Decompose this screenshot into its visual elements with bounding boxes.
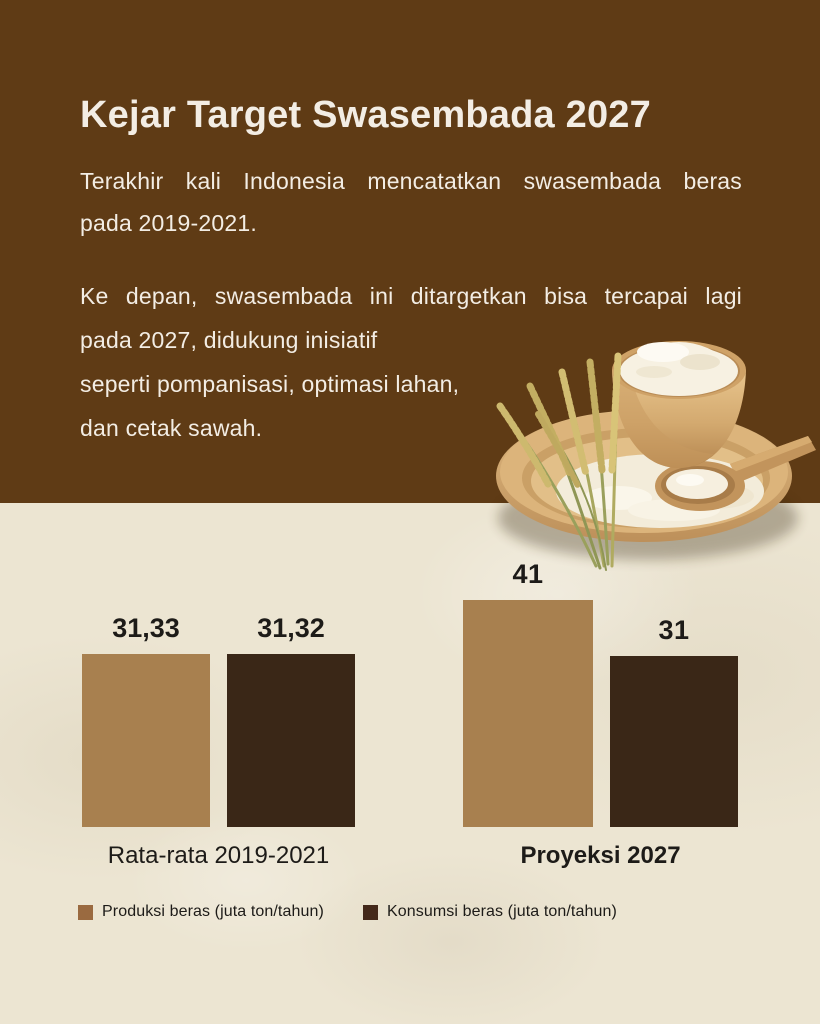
legend-label-produksi: Produksi beras (juta ton/tahun): [102, 903, 324, 920]
rice-bowl-image: [496, 341, 816, 571]
category-label-rata-rata: Rata-rata 2019-2021: [107, 842, 330, 869]
value-label-produksi-proyeksi: 41: [512, 559, 544, 589]
paragraph-line: dan cetak sawah.: [80, 415, 263, 441]
legend-swatch-konsumsi: [363, 904, 378, 920]
bar-konsumsi-rata-rata: [227, 654, 355, 827]
intro-paragraph-1: Terakhir kali Indonesia mencatatkan swas…: [80, 160, 742, 244]
legend-item-konsumsi: Konsumsi beras (juta ton/tahun): [363, 903, 617, 921]
paragraph-line: pada 2019-2021.: [80, 210, 257, 236]
legend-label-konsumsi: Konsumsi beras (juta ton/tahun): [387, 903, 617, 920]
rice-spoon-shape: [655, 436, 816, 511]
category-label-proyeksi: Proyeksi 2027: [520, 842, 681, 869]
bar-produksi-proyeksi: [463, 600, 593, 827]
value-label-konsumsi-rata-rata: 31,32: [257, 613, 325, 643]
paragraph-line: Terakhir kali Indonesia mencatatkan swas…: [80, 168, 742, 194]
paragraph-line: pada 2027, didukung inisiatif: [80, 327, 378, 353]
paragraph-line: seperti pompanisasi, optimasi lahan,: [80, 371, 460, 397]
legend-item-produksi: Produksi beras (juta ton/tahun): [78, 903, 324, 921]
paddy-stalks-shape: [496, 352, 622, 571]
bar-konsumsi-proyeksi: [610, 656, 738, 827]
bar-produksi-rata-rata: [82, 654, 210, 827]
legend-swatch-produksi: [78, 904, 93, 920]
chart-legend: Produksi beras (juta ton/tahun) Konsumsi…: [0, 903, 820, 929]
page-title: Kejar Target Swasembada 2027: [80, 94, 651, 136]
rice-in-bowl-shape: [620, 342, 738, 396]
paragraph-line: Ke depan, swasembada ini ditargetkan bis…: [80, 283, 742, 309]
value-label-konsumsi-proyeksi: 31: [658, 615, 690, 645]
header-panel: Kejar Target Swasembada 2027 Terakhir ka…: [0, 0, 820, 503]
value-label-produksi-rata-rata: 31,33: [112, 613, 180, 643]
intro-paragraph-2: Ke depan, swasembada ini ditargetkan bis…: [80, 274, 742, 450]
